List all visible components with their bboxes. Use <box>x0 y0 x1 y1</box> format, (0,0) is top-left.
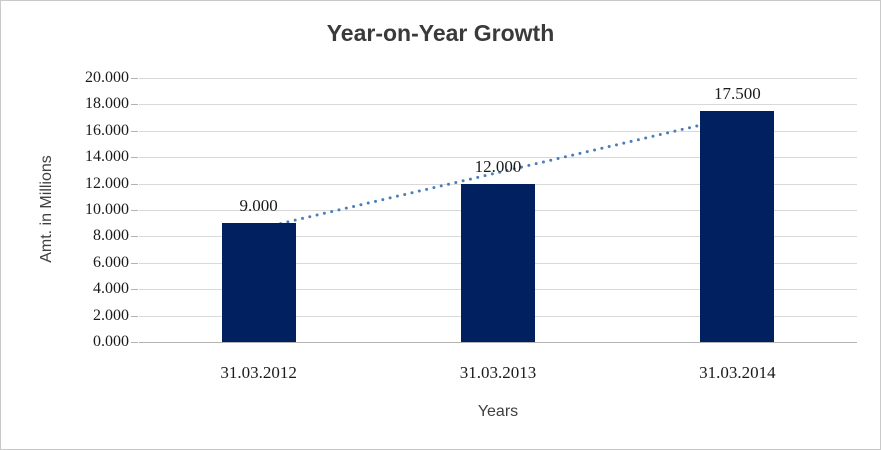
bar-value-label: 9.000 <box>239 196 278 216</box>
y-axis-tick <box>131 262 138 264</box>
y-tick-label: 10.000 <box>85 201 129 218</box>
gridline <box>139 78 857 79</box>
bar-value-label: 17.500 <box>713 84 761 103</box>
chart-title: Year-on-Year Growth <box>326 20 555 46</box>
y-axis-tick <box>131 78 138 79</box>
y-axis-tick <box>131 236 138 238</box>
gridline <box>139 104 857 106</box>
y-axis-tick <box>131 289 138 291</box>
y-axis-tick <box>131 210 138 211</box>
y-tick-label: 4.000 <box>93 280 129 298</box>
x-tick-label: 31.03.2013 <box>459 363 537 382</box>
y-tick-label: 6.000 <box>93 253 129 271</box>
y-tick-label: 16.000 <box>85 121 129 139</box>
bar <box>700 111 775 342</box>
y-tick-label: 12.000 <box>85 174 129 192</box>
y-axis-tick <box>131 183 138 185</box>
y-tick-label: 18.000 <box>85 95 129 113</box>
y-axis-tick <box>131 315 138 317</box>
bar-value-label: 12.000 <box>474 156 522 176</box>
y-tick-label: 20.000 <box>85 69 129 86</box>
y-tick-label: 2.000 <box>93 306 129 324</box>
y-tick-label: 8.000 <box>93 227 129 245</box>
bar <box>461 183 535 342</box>
x-tick-label: 31.03.2012 <box>220 363 297 382</box>
x-tick-label: 31.03.2014 <box>699 363 776 382</box>
y-tick-label: 0.000 <box>93 333 129 350</box>
y-axis-tick <box>131 342 138 343</box>
bar <box>221 223 296 342</box>
y-tick-label: 14.000 <box>85 148 129 166</box>
x-axis-title: Years <box>477 403 519 420</box>
y-axis-tick <box>131 157 138 159</box>
y-axis-tick <box>131 104 138 106</box>
y-axis-tick <box>131 130 138 132</box>
x-axis-line <box>139 342 857 343</box>
